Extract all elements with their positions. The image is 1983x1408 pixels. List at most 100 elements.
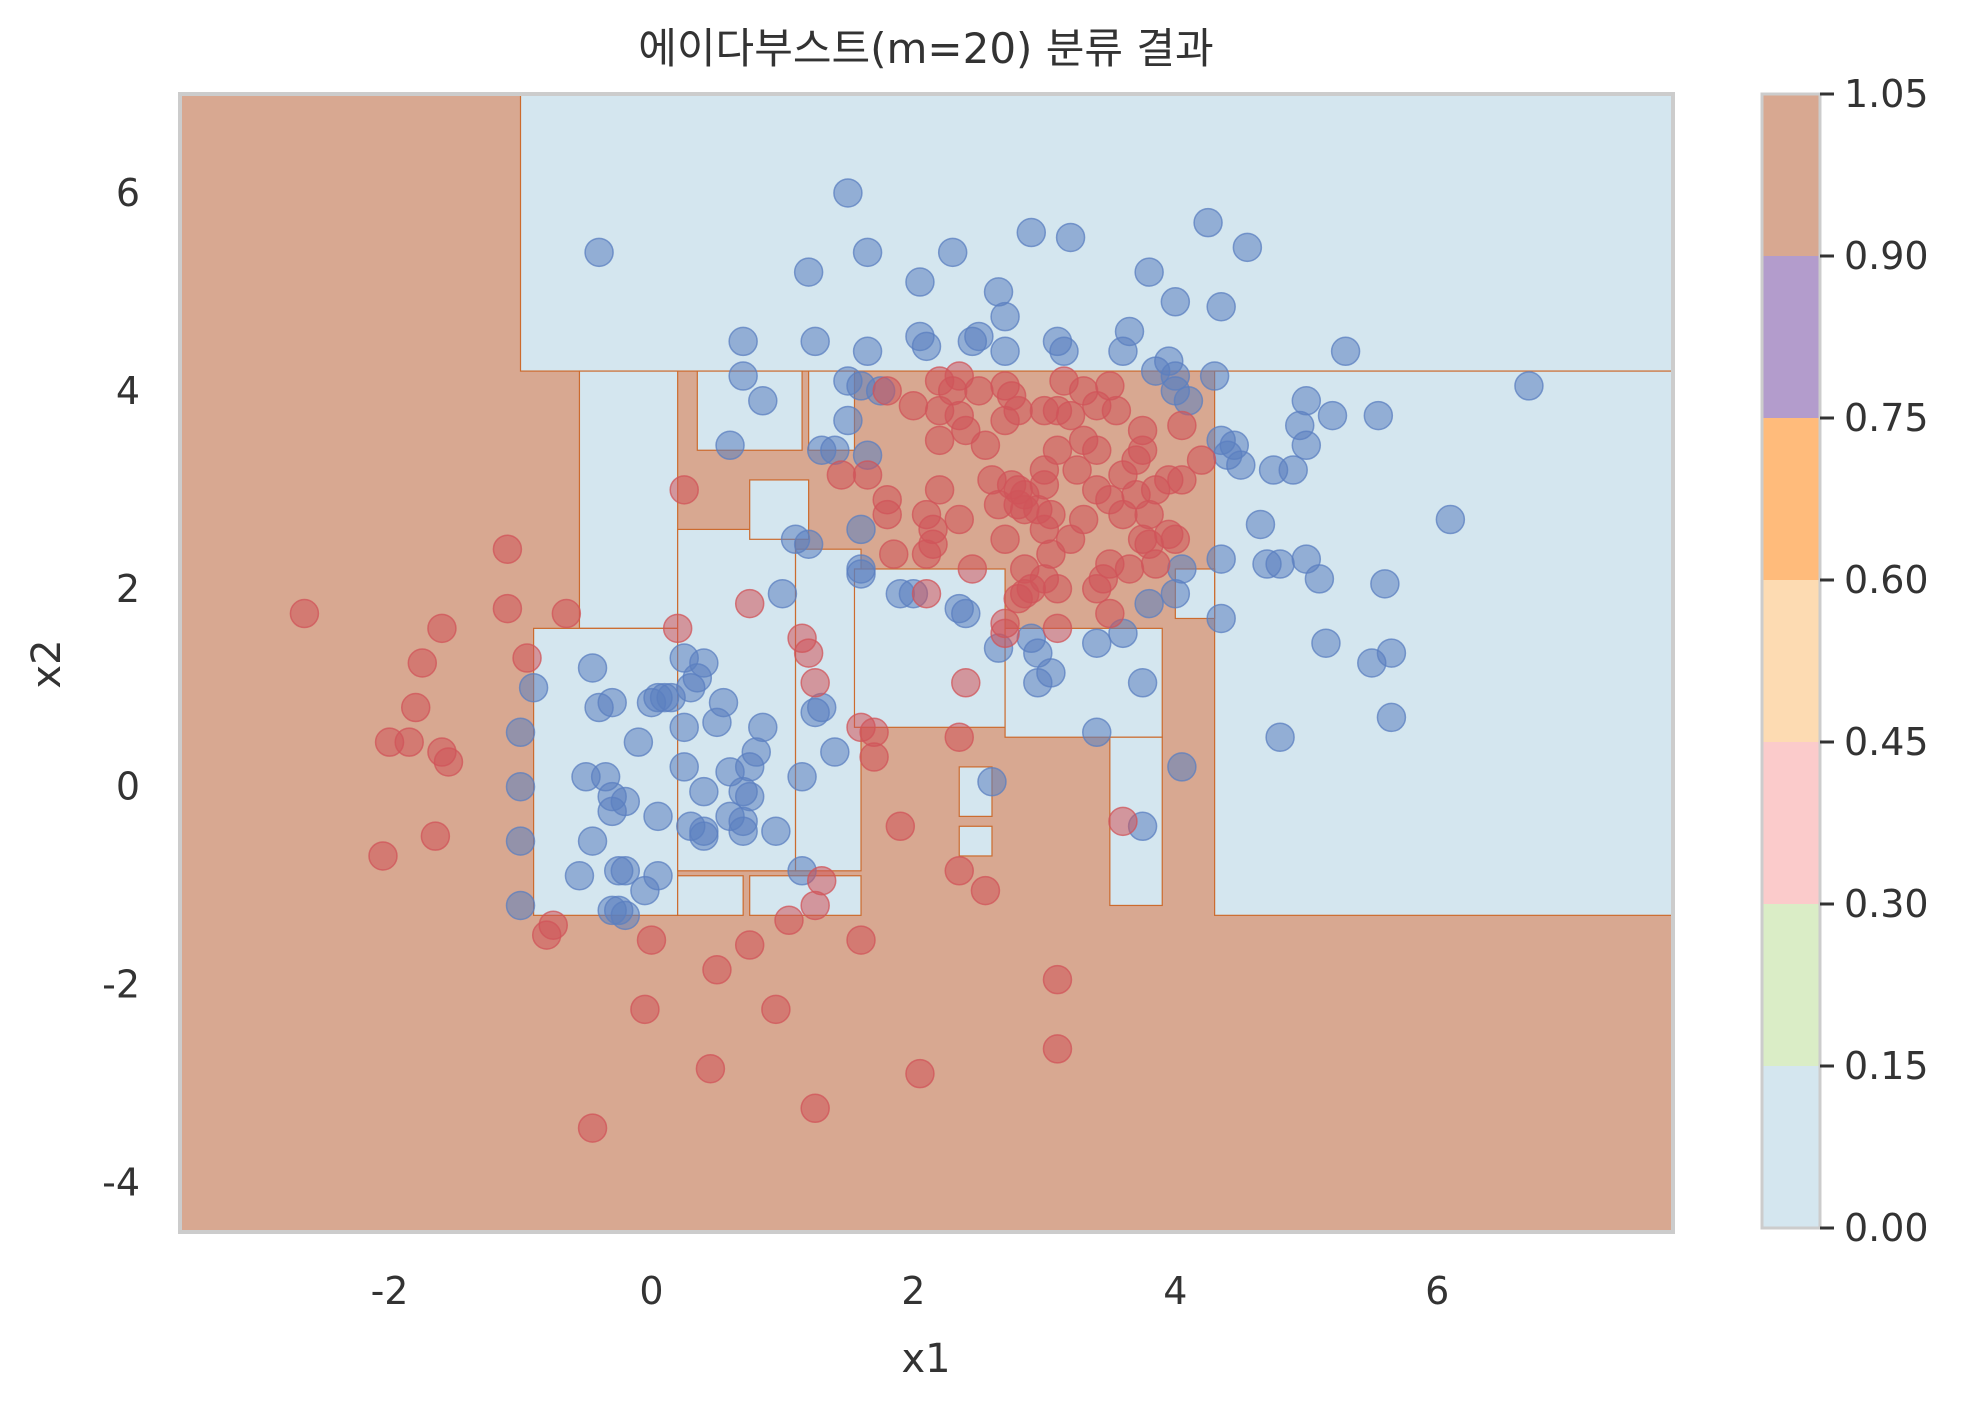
point-class0 — [728, 326, 758, 357]
point-class0 — [518, 672, 549, 703]
point-class0 — [577, 826, 608, 856]
y-axis-label: x2 — [24, 639, 70, 688]
point-class0 — [852, 237, 883, 268]
colorbar-tick-label: 0.45 — [1844, 720, 1929, 764]
point-class0 — [1167, 752, 1197, 782]
point-class1 — [1062, 455, 1092, 485]
point-class1 — [1101, 395, 1132, 426]
point-class1 — [1029, 514, 1060, 545]
point-class0 — [597, 796, 627, 827]
colorbar-tick-label: 0.60 — [1844, 558, 1929, 602]
point-class0 — [1206, 292, 1236, 322]
colorbar-band — [1762, 904, 1820, 1066]
point-class0 — [1173, 386, 1204, 416]
point-class0 — [1167, 554, 1197, 584]
point-class1 — [761, 994, 791, 1025]
point-class1 — [1114, 554, 1145, 584]
point-class1 — [951, 668, 981, 698]
point-class1 — [420, 821, 451, 851]
point-class0 — [505, 890, 536, 921]
point-class1 — [898, 390, 929, 421]
point-class1 — [872, 376, 902, 406]
point-class1 — [1029, 395, 1060, 426]
point-class0 — [787, 762, 817, 792]
point-class0 — [761, 816, 791, 846]
point-class1 — [492, 534, 523, 564]
point-class1 — [1082, 574, 1112, 604]
point-class0 — [905, 267, 935, 297]
colorbar-tick-label: 0.15 — [1844, 1044, 1929, 1088]
decision-regions-class0 — [519, 94, 1673, 916]
point-class0 — [951, 598, 981, 629]
point-class0 — [1160, 578, 1191, 609]
point-class0 — [983, 277, 1014, 307]
point-class0 — [1049, 336, 1079, 367]
point-class1 — [368, 841, 398, 871]
point-class0 — [800, 697, 830, 728]
point-class0 — [1317, 400, 1348, 431]
point-class1 — [433, 747, 464, 777]
point-class1 — [427, 613, 457, 644]
point-class0 — [610, 856, 641, 886]
point-class1 — [957, 554, 988, 584]
point-class0 — [564, 861, 595, 891]
colorbar-tick-label: 0.00 — [1844, 1206, 1929, 1250]
point-class0 — [623, 727, 654, 757]
point-class0 — [728, 361, 758, 391]
point-class0 — [1082, 717, 1112, 748]
colorbar-tick-label: 0.30 — [1844, 882, 1929, 926]
point-class0 — [748, 386, 778, 416]
point-class0 — [669, 752, 699, 782]
point-class1 — [800, 668, 830, 698]
point-class1 — [695, 1053, 726, 1084]
point-class1 — [970, 430, 1001, 461]
point-class0 — [1265, 549, 1295, 579]
point-class1 — [1042, 964, 1073, 995]
point-class0 — [505, 717, 536, 748]
point-class1 — [983, 489, 1014, 520]
point-class1 — [951, 415, 981, 446]
point-class0 — [643, 801, 673, 832]
point-class1 — [793, 638, 824, 668]
point-class1 — [846, 925, 876, 955]
colorbar-band — [1762, 742, 1820, 904]
point-class1 — [577, 1113, 608, 1143]
point-class1 — [826, 460, 857, 490]
point-class0 — [1055, 222, 1086, 253]
point-class1 — [289, 598, 320, 629]
x-axis-label: x1 — [901, 1336, 950, 1382]
point-class0 — [702, 707, 732, 738]
decision-region-class0 — [958, 825, 993, 857]
point-class0 — [689, 776, 719, 807]
point-class0 — [1016, 217, 1047, 248]
x-tick-label: -2 — [371, 1269, 409, 1313]
plot-frame — [178, 92, 1675, 1234]
point-class1 — [1042, 613, 1073, 644]
point-class0 — [1278, 455, 1308, 485]
point-class1 — [944, 856, 974, 886]
point-class1 — [970, 875, 1001, 906]
point-class1 — [879, 539, 909, 569]
point-class1 — [1167, 465, 1197, 495]
point-class1 — [944, 722, 974, 752]
point-class1 — [944, 504, 974, 535]
point-class1 — [662, 613, 693, 644]
point-class1 — [774, 905, 804, 936]
colorbar-tick-label: 0.75 — [1844, 396, 1929, 440]
point-class1 — [964, 376, 994, 406]
point-class1 — [924, 475, 955, 505]
y-tick-label: 6 — [116, 171, 140, 215]
colorbar-band — [1762, 256, 1820, 418]
point-class1 — [512, 643, 542, 673]
point-class1 — [1055, 400, 1086, 431]
point-class0 — [833, 405, 863, 436]
colorbar-band — [1762, 580, 1820, 742]
point-class1 — [734, 588, 765, 619]
point-class0 — [937, 237, 968, 268]
colorbar-band — [1762, 1066, 1820, 1228]
point-class0 — [1514, 371, 1544, 401]
point-class1 — [1003, 583, 1033, 614]
point-class1 — [630, 994, 660, 1025]
